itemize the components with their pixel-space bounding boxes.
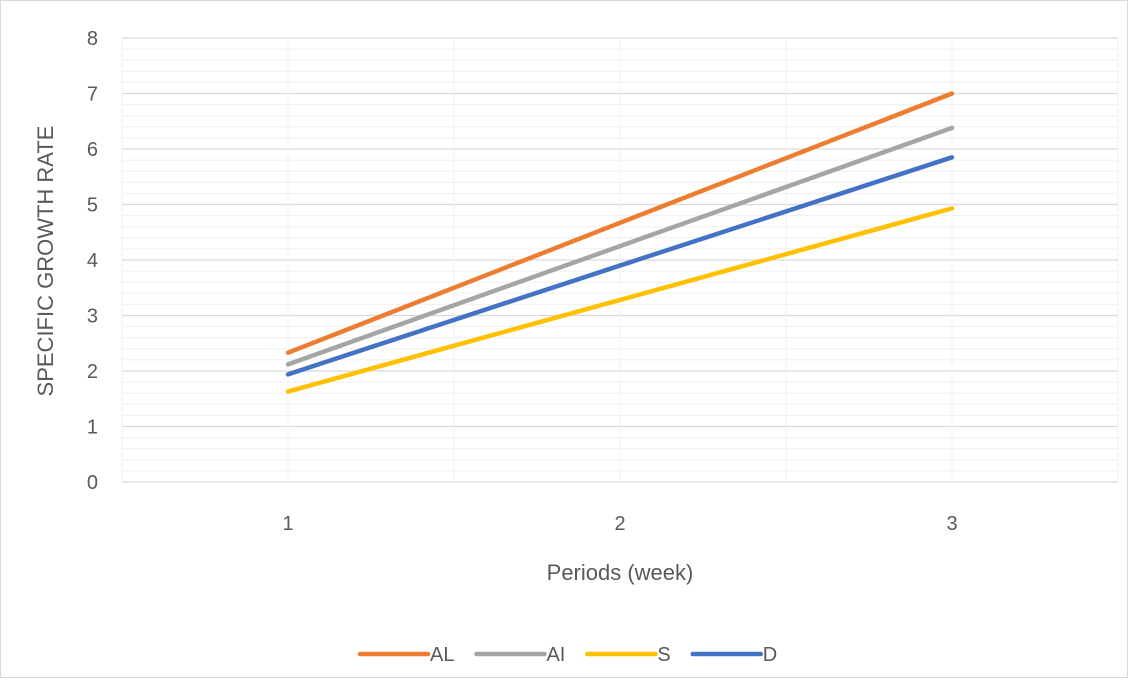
legend-item-ai: AI (474, 644, 565, 666)
legend: AL AI S D (357, 644, 777, 666)
y-tick-label: 2 (87, 361, 98, 383)
x-tick-label: 1 (282, 513, 293, 535)
y-tick-label: 6 (87, 139, 98, 161)
y-tick-label: 1 (87, 417, 98, 439)
legend-item-s: S (585, 644, 671, 666)
x-tick-label: 3 (946, 513, 957, 535)
x-axis-ticks: 1 2 3 (282, 513, 957, 535)
y-tick-label: 5 (87, 195, 98, 217)
series-line-s (285, 206, 955, 394)
legend-label: AL (430, 644, 454, 666)
gridlines (121, 37, 1119, 483)
series-lines (285, 91, 955, 394)
legend-item-d: D (690, 644, 777, 666)
y-axis-ticks: 0 1 2 3 4 5 6 7 8 (87, 28, 98, 494)
series-line-al (285, 91, 955, 355)
legend-label: AI (546, 644, 565, 666)
y-tick-label: 4 (87, 250, 98, 272)
legend-item-al: AL (357, 644, 454, 666)
x-tick-label: 2 (614, 513, 625, 535)
y-tick-label: 8 (87, 28, 98, 50)
series-line-d (285, 155, 955, 377)
y-axis-title: SPECIFIC GROWTH RATE (33, 126, 58, 397)
legend-label: S (657, 644, 670, 666)
y-tick-label: 7 (87, 84, 98, 106)
series-line-ai (285, 125, 955, 367)
y-tick-label: 3 (87, 306, 98, 328)
legend-label: D (763, 644, 777, 666)
x-axis-title: Periods (week) (547, 560, 694, 585)
y-tick-label: 0 (87, 472, 98, 494)
